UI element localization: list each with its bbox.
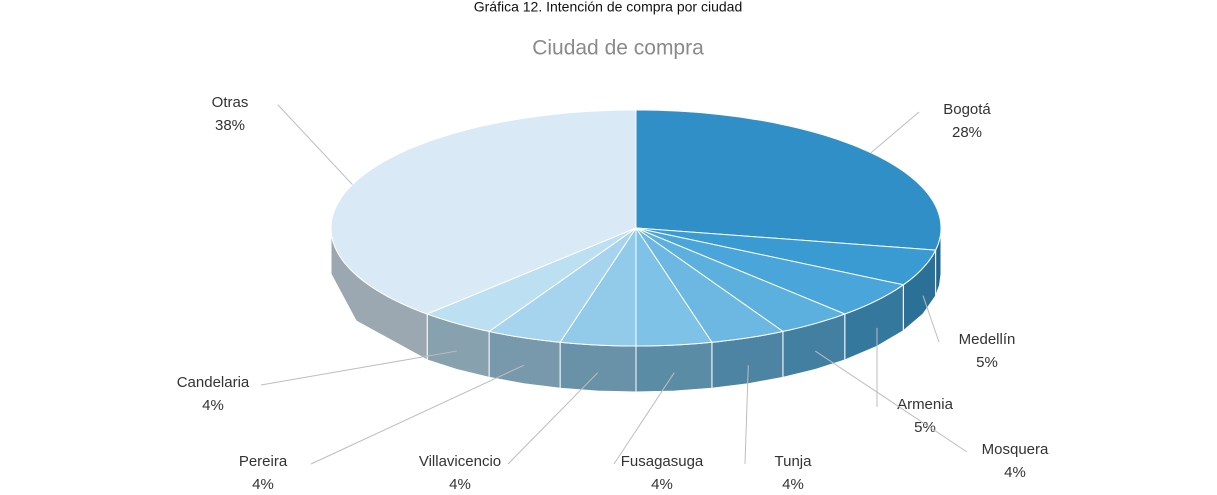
value-label: 4% [782, 476, 804, 493]
category-label: Bogotá [943, 101, 991, 118]
value-label: 5% [976, 354, 998, 371]
category-label: Otras [212, 94, 249, 111]
leader-line [507, 372, 599, 465]
category-label: Armenia [897, 396, 954, 413]
value-label: 4% [1004, 464, 1026, 481]
slice-side [635, 341, 713, 393]
leader-line [613, 372, 675, 465]
slice [635, 227, 847, 332]
category-label: Tunja [775, 453, 813, 470]
value-label: 4% [202, 397, 224, 414]
slice [635, 227, 785, 343]
value-label: 4% [252, 476, 274, 493]
category-label: Mosquera [982, 441, 1049, 458]
value-label: 4% [651, 476, 673, 493]
category-label: Pereira [239, 453, 288, 470]
slice [635, 226, 713, 347]
leader-line [260, 350, 457, 386]
leader-line [870, 111, 920, 154]
caption: Gráfica 12. Intención de compra por ciud… [474, 0, 743, 15]
slice [487, 227, 637, 343]
slice [559, 226, 637, 347]
slice [635, 227, 905, 315]
slice-side [559, 341, 637, 393]
value-label: 38% [215, 117, 245, 134]
value-label: 28% [952, 124, 982, 141]
chart-title: Ciudad de compra [532, 37, 704, 60]
category-label: Medellín [959, 331, 1016, 348]
slice [330, 109, 637, 315]
value-label: 5% [914, 419, 936, 436]
category-label: Fusagasuga [621, 453, 704, 470]
slice [425, 227, 637, 332]
slice [635, 109, 942, 251]
leader-line [277, 104, 353, 185]
category-label: Villavicencio [419, 453, 501, 470]
leader-line [310, 364, 524, 465]
leader-line [814, 350, 968, 453]
slice [635, 227, 937, 286]
value-label: 4% [449, 476, 471, 493]
leader-line [922, 295, 940, 343]
leader-line [744, 365, 749, 465]
category-label: Candelaria [177, 374, 250, 391]
